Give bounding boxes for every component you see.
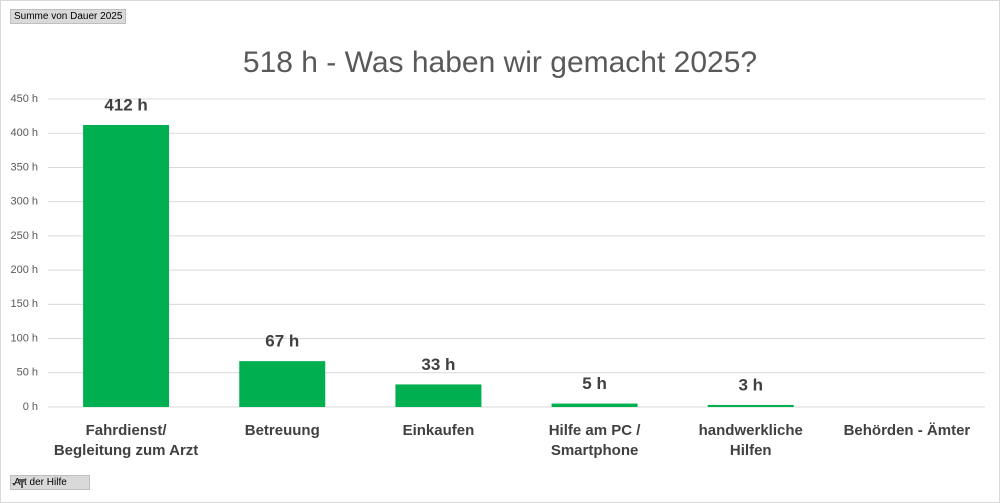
x-tick-label: Behörden - Ämter	[843, 422, 971, 439]
y-tick-label: 400 h	[10, 127, 38, 139]
y-tick-label: 250 h	[10, 230, 38, 242]
data-label: 5 h	[582, 374, 607, 393]
y-tick-label: 200 h	[10, 264, 38, 276]
y-tick-label: 450 h	[10, 93, 38, 105]
bar	[395, 384, 482, 407]
value-field-button[interactable]: Summe von Dauer 2025	[10, 9, 127, 24]
y-tick-label: 0 h	[23, 401, 38, 413]
y-tick-label: 300 h	[10, 196, 38, 208]
y-tick-label: 150 h	[10, 298, 38, 310]
data-label: 3 h	[738, 375, 763, 394]
y-tick-label: 50 h	[17, 367, 38, 379]
x-tick-label: Einkaufen	[402, 422, 475, 439]
y-tick-label: 350 h	[10, 161, 38, 173]
axis-field-label: Art der Hilfe	[14, 477, 67, 488]
data-label: 67 h	[265, 332, 299, 351]
data-label: 412 h	[104, 95, 147, 114]
x-tick-label: Betreuung	[244, 422, 320, 439]
x-tick-label: Hilfe am PC / Smartphone	[548, 422, 641, 459]
filter-icon	[12, 479, 26, 488]
x-tick-label: Fahrdienst/ Begleitung zum Arzt	[53, 422, 199, 459]
chart-title: 518 h - Was haben wir gemacht 2025?	[243, 46, 757, 79]
y-tick-label: 100 h	[10, 332, 38, 344]
bar	[707, 404, 794, 407]
x-tick-label: handwerkliche Hilfen	[698, 422, 803, 459]
bar	[83, 125, 170, 408]
data-label: 33 h	[421, 355, 455, 374]
bar	[551, 403, 638, 407]
axis-field-button[interactable]: Art der Hilfe	[10, 475, 90, 490]
bar	[239, 361, 326, 407]
